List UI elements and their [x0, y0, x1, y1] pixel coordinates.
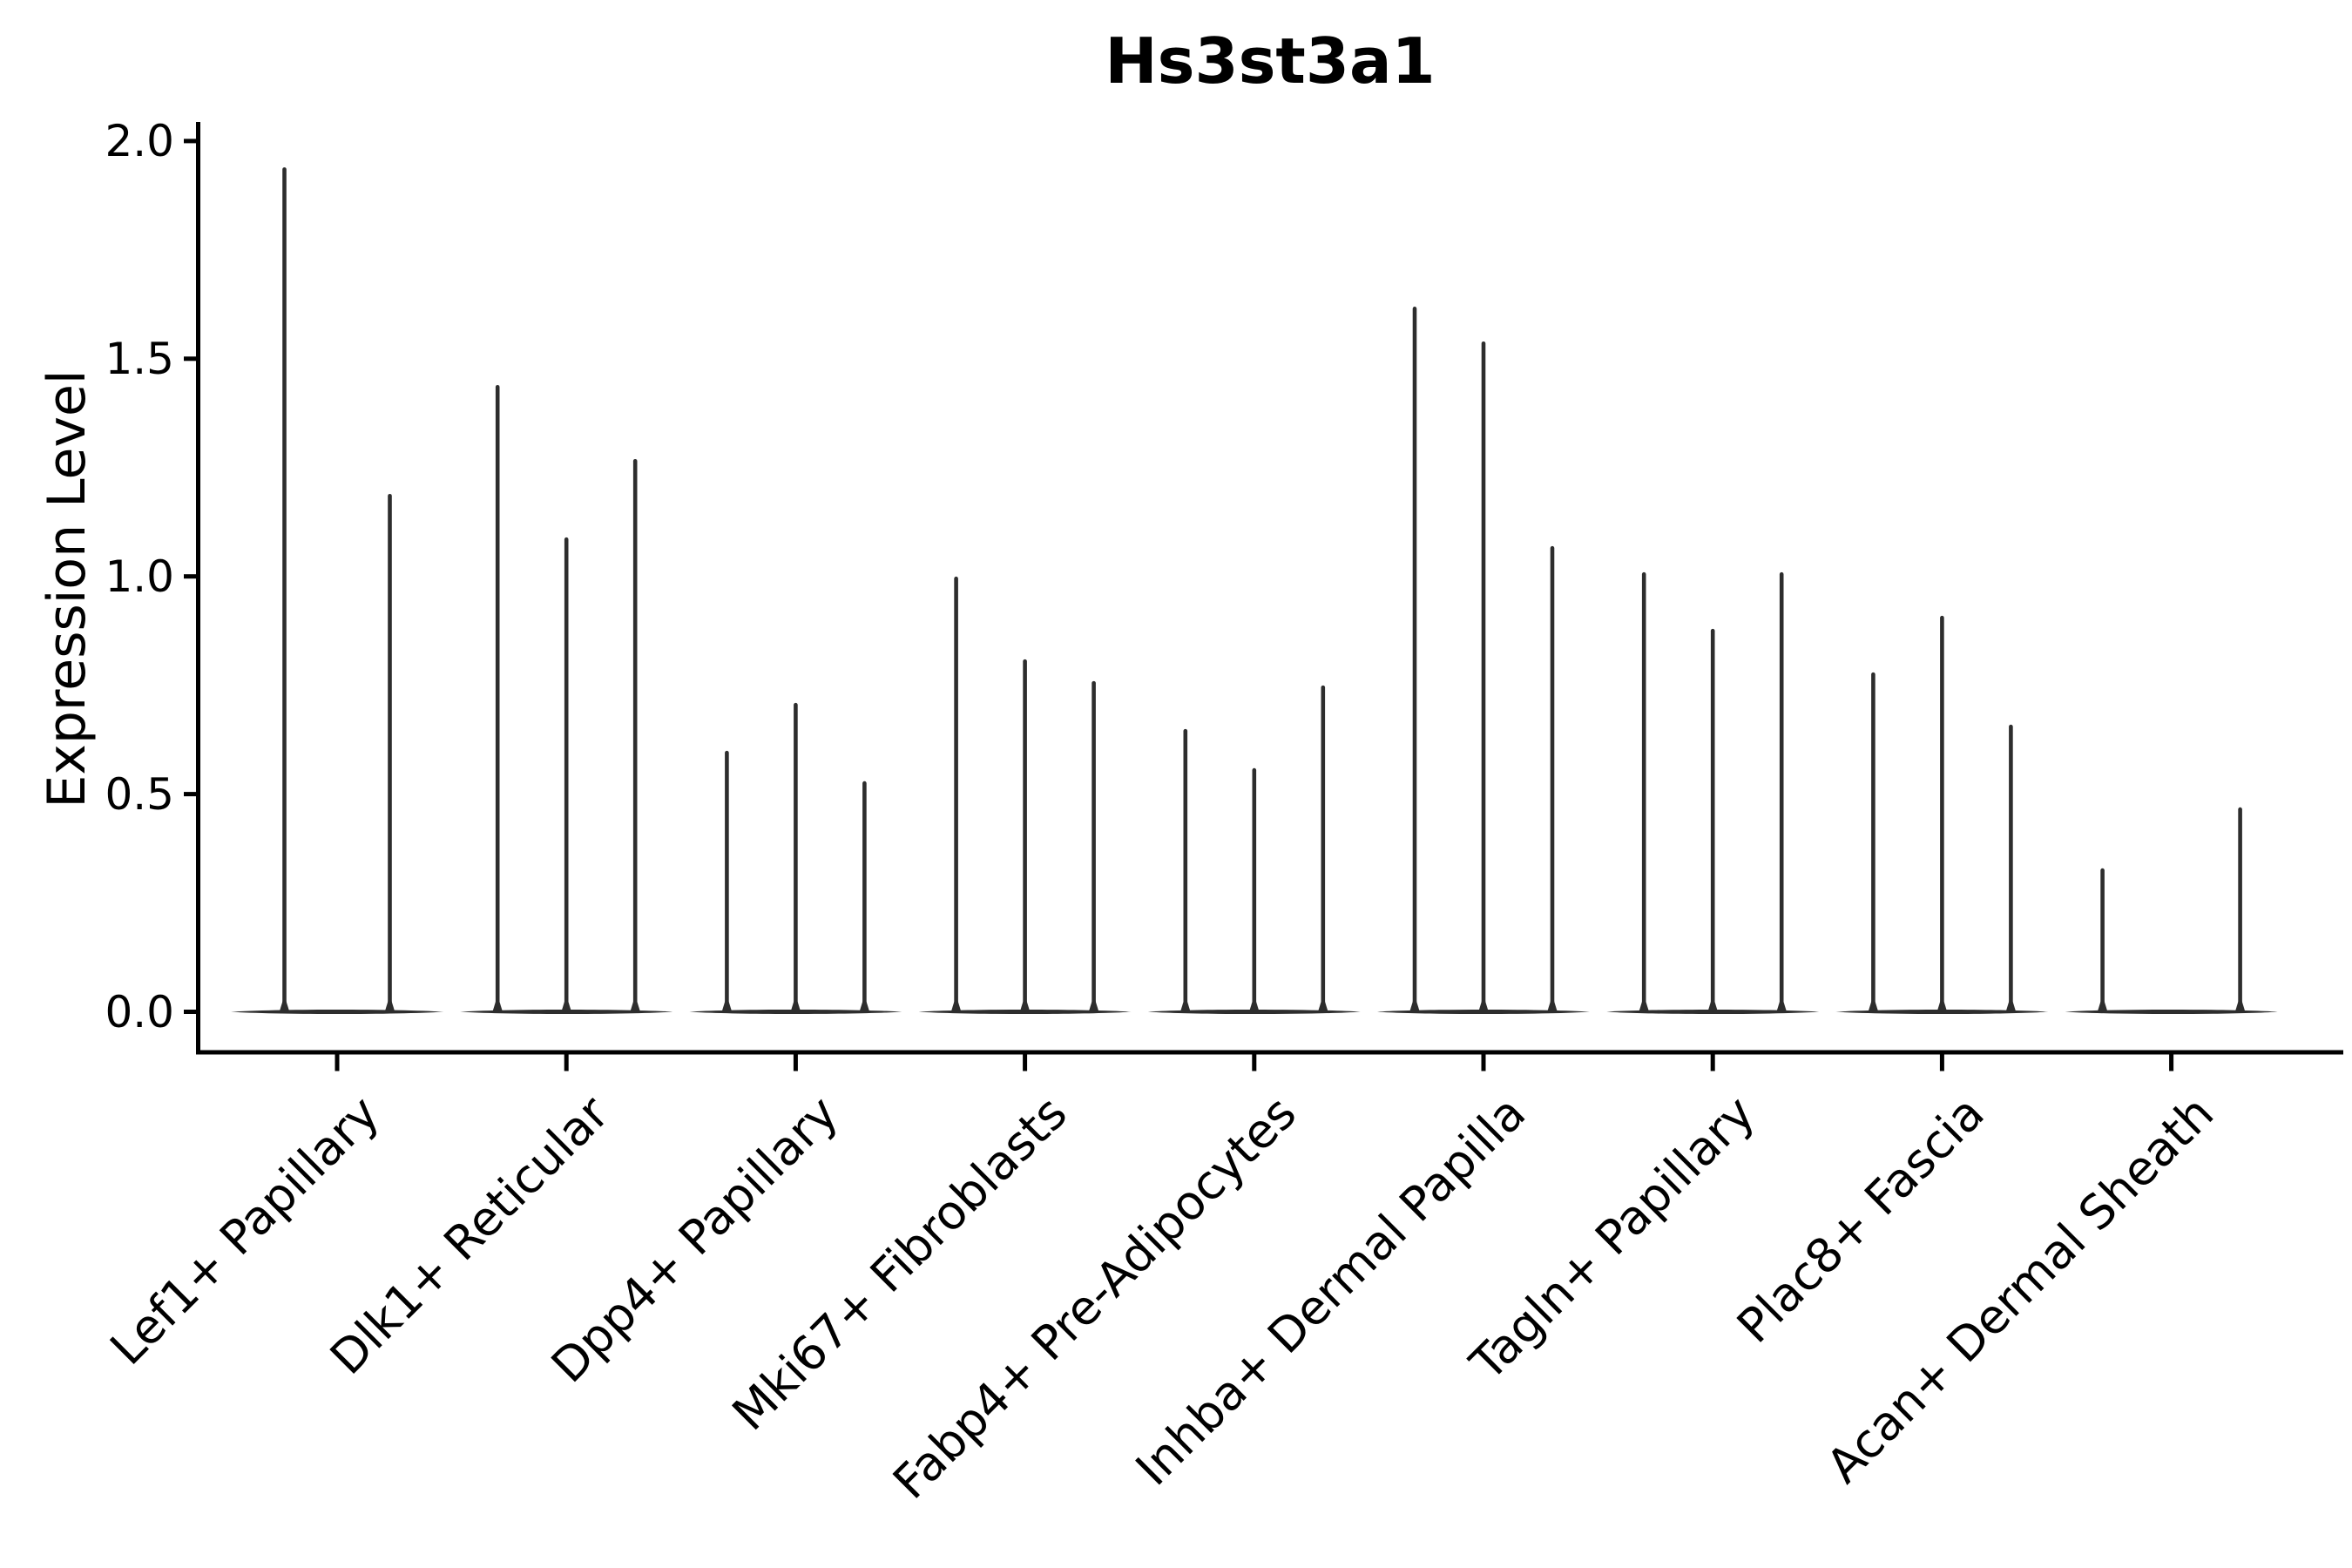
y-tick-label: 2.0 [105, 115, 174, 166]
violin-spike-base [1020, 999, 1031, 1011]
violin-spike-base [1318, 999, 1328, 1011]
violin-spike-base [1089, 999, 1099, 1011]
y-tick-label: 0.0 [105, 986, 174, 1037]
violin-spike-base [1868, 999, 1878, 1011]
violin-spike-base [859, 999, 869, 1011]
violin-spike-base [1776, 999, 1787, 1011]
y-tick-label: 1.5 [105, 333, 174, 384]
violin-spike-base [1547, 999, 1558, 1011]
violin-spike-base [790, 999, 801, 1011]
violin-spike-base [1936, 999, 1947, 1011]
violin-spike-base [1478, 999, 1489, 1011]
violin-spike-base [280, 999, 289, 1011]
violin-spike-base [630, 999, 640, 1011]
violin-baseline [2065, 1009, 2278, 1015]
chart-title: Hs3st3a1 [1105, 24, 1436, 98]
violin-spike-base [1180, 999, 1191, 1011]
violin-spike-base [721, 999, 732, 1011]
violin-spike-base [492, 999, 503, 1011]
violin-spike-base [1409, 999, 1420, 1011]
violin-spike-base [385, 999, 395, 1011]
violin-spike-base [561, 999, 571, 1011]
violin-spike-base [2098, 999, 2108, 1011]
violin-spike-base [2005, 999, 2016, 1011]
y-tick-label: 1.0 [105, 551, 174, 602]
y-tick-label: 0.5 [105, 768, 174, 820]
violin-baseline [231, 1009, 443, 1015]
violin-spike-base [1249, 999, 1260, 1011]
violin-spike-base [2235, 999, 2246, 1011]
violin-spike-base [951, 999, 962, 1011]
violin-spike-base [1639, 999, 1649, 1011]
violin-spike-base [1707, 999, 1718, 1011]
